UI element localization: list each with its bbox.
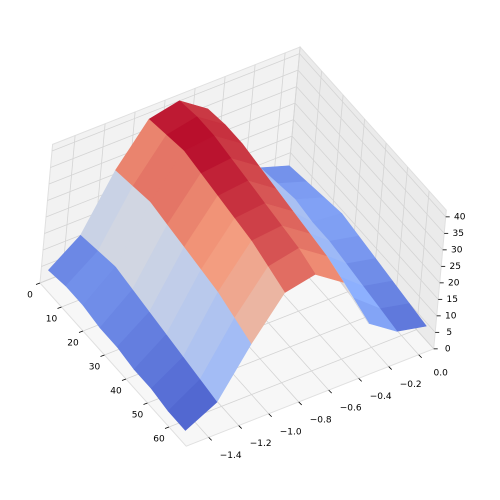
- tick-mark: [238, 425, 242, 429]
- z-tick-label: 30: [451, 245, 463, 255]
- z-tick-label: 15: [446, 295, 457, 305]
- grid-line: [294, 102, 442, 267]
- z-tick-label: 10: [445, 311, 457, 321]
- grid-line: [291, 135, 439, 300]
- z-tick-label: 40: [454, 212, 466, 222]
- y-tick-label: −1.2: [250, 439, 272, 449]
- tick-mark: [208, 437, 212, 441]
- z-tick-label: 25: [449, 262, 460, 272]
- tick-mark: [100, 354, 105, 357]
- x-tick-label: 40: [110, 387, 122, 397]
- tick-mark: [57, 306, 62, 309]
- y-tick-label: −1.0: [280, 427, 302, 437]
- y-tick-label: −0.4: [370, 392, 392, 402]
- grid-line: [299, 53, 446, 218]
- y-tick-label: 0.0: [434, 368, 449, 378]
- tick-mark: [328, 389, 332, 394]
- y-tick-label: −0.2: [400, 380, 422, 390]
- tick-mark: [268, 413, 272, 418]
- grid-line: [293, 119, 440, 284]
- grid-line: [168, 329, 417, 428]
- z-tick-label: 35: [452, 229, 463, 239]
- grid-line: [51, 53, 300, 152]
- grid-line: [297, 69, 445, 234]
- z-tick-label: 0: [445, 344, 451, 354]
- tick-mark: [388, 366, 392, 370]
- y-tick-label: −0.8: [310, 415, 332, 425]
- tick-mark: [35, 282, 41, 285]
- x-tick-label: 30: [89, 363, 101, 373]
- x-tick-label: 50: [132, 411, 144, 421]
- tick-mark: [78, 330, 84, 333]
- z-tick-label: 20: [448, 278, 460, 288]
- x-tick-label: 20: [67, 339, 79, 349]
- y-tick-label: −1.4: [220, 451, 242, 461]
- tick-mark: [121, 378, 127, 381]
- tick-mark: [164, 426, 170, 429]
- surface-face: [167, 379, 218, 431]
- tick-mark: [418, 354, 422, 359]
- grid-line: [296, 86, 443, 251]
- tick-mark: [358, 378, 362, 382]
- x-tick-label: 60: [153, 435, 165, 445]
- grid-line: [290, 152, 437, 317]
- x-tick-label: 0: [27, 291, 33, 301]
- tick-mark: [298, 401, 302, 406]
- tick-mark: [143, 402, 148, 405]
- z-tick-label: 5: [446, 328, 452, 338]
- x-tick-label: 10: [46, 315, 58, 325]
- y-tick-label: −0.6: [340, 404, 362, 414]
